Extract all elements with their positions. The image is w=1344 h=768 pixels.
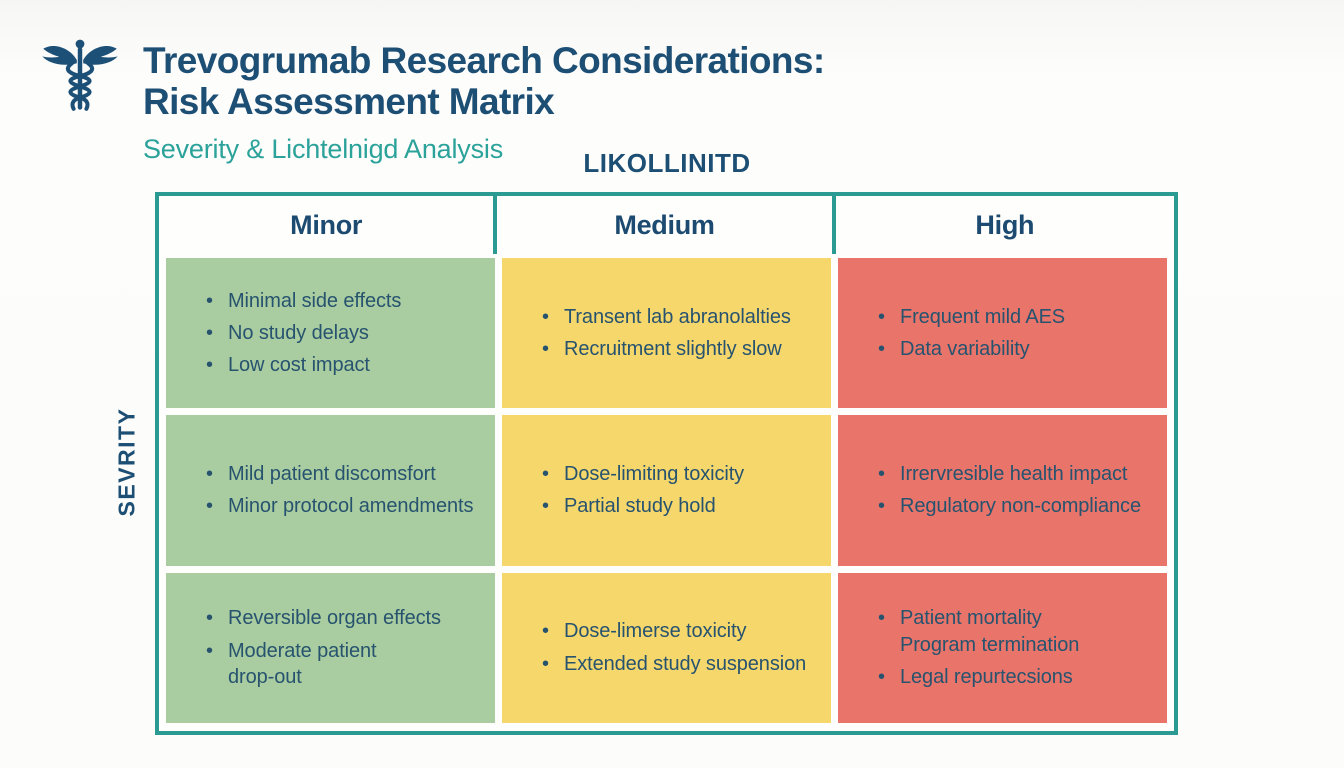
cell-row2-high: Irrervresible health impact Regulatory n… xyxy=(838,415,1167,566)
cell-row2-minor: Mild patient discomsfort Minor protocol … xyxy=(166,415,495,566)
risk-item: Irrervresible health impact xyxy=(876,461,1149,488)
risk-item: Minor protocol amendments xyxy=(204,493,477,520)
risk-item: Frequent mild AES xyxy=(876,304,1149,331)
cell-row1-medium: Transent lab abranolalties Recruitment s… xyxy=(502,258,831,409)
risk-matrix-table: Minor Medium High Minimal side effects N… xyxy=(155,192,1178,735)
cell-row1-high: Frequent mild AES Data variability xyxy=(838,258,1167,409)
severity-axis-label: SEVRITY xyxy=(113,407,140,517)
risk-item: Extended study suspension xyxy=(540,651,813,678)
cell-row3-minor: Reversible organ effects Moderate patien… xyxy=(166,572,495,723)
risk-item: Transent lab abranolalties xyxy=(540,304,813,331)
page-title-line1: Trevogrumab Research Considerations: xyxy=(143,40,825,81)
risk-item: Partial study hold xyxy=(540,493,813,520)
cell-row3-medium: Dose-limerse toxicity Extended study sus… xyxy=(502,572,831,723)
risk-item: Dose-limiting toxicity xyxy=(540,461,813,488)
risk-item: Recruitment slightly slow xyxy=(540,336,813,363)
matrix-header-row: Minor Medium High xyxy=(159,196,1174,254)
risk-item: Legal repurtecsions xyxy=(876,664,1149,691)
risk-item: Moderate patient drop-out xyxy=(204,638,477,691)
risk-item: Patient mortality Program termination xyxy=(876,605,1149,658)
matrix-body: Minimal side effects No study delays Low… xyxy=(159,254,1174,731)
risk-item: Minimal side effects xyxy=(204,288,477,315)
column-header-high: High xyxy=(975,209,1035,240)
column-header-medium: Medium xyxy=(497,196,836,254)
risk-item: No study delays xyxy=(204,320,477,347)
cell-row1-minor: Minimal side effects No study delays Low… xyxy=(166,258,495,409)
caduceus-icon xyxy=(42,39,118,111)
cell-row3-high: Patient mortality Program termination Le… xyxy=(838,572,1167,723)
page-title-line2: Risk Assessment Matrix xyxy=(143,81,555,123)
likelihood-axis-label: LIKOLLINITD xyxy=(583,148,751,178)
risk-item: Low cost impact xyxy=(204,352,477,379)
header: Trevogrumab Research Considerations: Ris… xyxy=(143,40,1043,165)
risk-item: Reversible organ effects xyxy=(204,605,477,632)
risk-item: Regulatory non-compliance xyxy=(876,493,1149,520)
page-subtitle: Severity & Lichtelnigd Analysis xyxy=(143,133,503,164)
risk-item: Dose-limerse toxicity xyxy=(540,618,813,645)
risk-item: Data variability xyxy=(876,336,1149,363)
column-header-minor: Minor xyxy=(159,196,498,254)
risk-item: Mild patient discomsfort xyxy=(204,461,477,488)
cell-row2-medium: Dose-limiting toxicity Partial study hol… xyxy=(502,415,831,566)
